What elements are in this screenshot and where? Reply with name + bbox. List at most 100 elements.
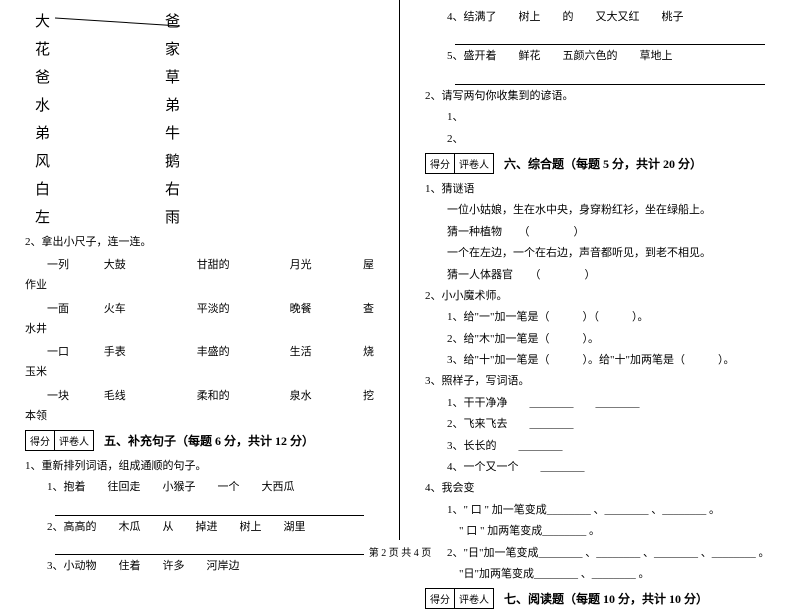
cell: 查 bbox=[363, 300, 374, 316]
right-column: 4、结满了 树上 的 又大又红 桃子 5、盛开着 鲜花 五颜六色的 草地上 2、… bbox=[400, 0, 800, 540]
row-label: 玉米 bbox=[25, 365, 374, 380]
table-row: 一块毛线柔和的泉水挖 bbox=[47, 387, 374, 403]
q6-3-4: 4、一个又一个 ________ bbox=[447, 460, 775, 475]
char-right: 雨 bbox=[165, 206, 180, 227]
section-6-header: 得分 评卷人 六、综合题（每题 5 分，共计 20 分） bbox=[425, 153, 775, 174]
q6-4-2: 2、"日"加一笔变成________ 、________ 、________ 、… bbox=[447, 546, 775, 561]
char-row: 左雨 bbox=[35, 206, 374, 227]
q6-1c: 一个在左边，一个在右边，声音都听见，到老不相见。 bbox=[447, 246, 775, 261]
cell: 月光 bbox=[290, 256, 363, 272]
q6-1d: 猜一人体器官 （ ） bbox=[447, 268, 775, 283]
char-right: 鹅 bbox=[165, 150, 180, 171]
q6-3-2: 2、飞来飞去 ________ bbox=[447, 417, 775, 432]
blank-line bbox=[55, 502, 364, 516]
section-7-title: 七、阅读题（每题 10 分，共计 10 分） bbox=[504, 590, 708, 607]
char-right: 右 bbox=[165, 178, 180, 199]
q6-2-3: 3、给"十"加一笔是（ ）。给"十"加两笔是（ ）。 bbox=[447, 353, 775, 368]
cell: 晚餐 bbox=[290, 300, 363, 316]
char-row: 风鹅 bbox=[35, 150, 374, 171]
grader-label: 评卷人 bbox=[55, 431, 93, 450]
q5-1-2: 2、高高的 木瓜 从 掉进 树上 湖里 bbox=[47, 520, 374, 535]
char-row: 弟牛 bbox=[35, 122, 374, 143]
q2-text: 2、请写两句你收集到的谚语。 bbox=[425, 89, 775, 104]
cell: 手表 bbox=[104, 343, 197, 359]
connect-line bbox=[55, 14, 205, 34]
cell: 生活 bbox=[290, 343, 363, 359]
char-left: 花 bbox=[35, 38, 165, 59]
q6-2: 2、小小魔术师。 bbox=[425, 289, 775, 304]
cell: 柔和的 bbox=[197, 387, 290, 403]
q5-1-text: 1、重新排列词语，组成通顺的句子。 bbox=[25, 459, 374, 474]
char-row: 水弟 bbox=[35, 94, 374, 115]
row-label: 本领 bbox=[25, 409, 374, 424]
score-box: 得分 评卷人 bbox=[25, 430, 94, 451]
char-right: 家 bbox=[165, 38, 180, 59]
row-label: 作业 bbox=[25, 278, 374, 293]
cell: 挖 bbox=[363, 387, 374, 403]
cell: 毛线 bbox=[104, 387, 197, 403]
cell: 一口 bbox=[47, 343, 104, 359]
cell: 一列 bbox=[47, 256, 104, 272]
match-table: 一列大鼓甘甜的月光屋作业一面火车平淡的晚餐查水井一口手表丰盛的生活烧玉米一块毛线… bbox=[25, 256, 374, 424]
section-5-header: 得分 评卷人 五、补充句子（每题 6 分，共计 12 分） bbox=[25, 430, 374, 451]
char-left: 左 bbox=[35, 206, 165, 227]
cell: 泉水 bbox=[290, 387, 363, 403]
q2-2: 2、 bbox=[447, 132, 775, 147]
cell: 大鼓 bbox=[104, 256, 197, 272]
blank-line bbox=[55, 541, 364, 555]
cell: 烧 bbox=[363, 343, 374, 359]
char-left: 白 bbox=[35, 178, 165, 199]
cell: 丰盛的 bbox=[197, 343, 290, 359]
left-column: 大爸花家爸草水弟弟牛风鹅白右左雨 2、拿出小尺子，连一连。 一列大鼓甘甜的月光屋… bbox=[0, 0, 400, 540]
score-box: 得分 评卷人 bbox=[425, 153, 494, 174]
grader-label: 评卷人 bbox=[455, 154, 493, 173]
q6-4-1: 1、" 口 " 加一笔变成________ 、________ 、_______… bbox=[447, 503, 775, 518]
char-left: 风 bbox=[35, 150, 165, 171]
q4-text: 4、结满了 树上 的 又大又红 桃子 bbox=[447, 10, 775, 25]
q5-1-1: 1、抱着 往回走 小猴子 一个 大西瓜 bbox=[47, 480, 374, 495]
char-left: 水 bbox=[35, 94, 165, 115]
section-5-title: 五、补充句子（每题 6 分，共计 12 分） bbox=[104, 432, 314, 449]
section-7-header: 得分 评卷人 七、阅读题（每题 10 分，共计 10 分） bbox=[425, 588, 775, 609]
score-label: 得分 bbox=[26, 431, 55, 450]
q6-3: 3、照样子，写词语。 bbox=[425, 374, 775, 389]
q2-1: 1、 bbox=[447, 110, 775, 125]
table-row: 一列大鼓甘甜的月光屋 bbox=[47, 256, 374, 272]
q6-4: 4、我会变 bbox=[425, 481, 775, 496]
grader-label: 评卷人 bbox=[455, 589, 493, 608]
char-right: 弟 bbox=[165, 94, 180, 115]
char-row: 白右 bbox=[35, 178, 374, 199]
q5-text: 5、盛开着 鲜花 五颜六色的 草地上 bbox=[447, 49, 775, 64]
char-right: 牛 bbox=[165, 122, 180, 143]
section-6-title: 六、综合题（每题 5 分，共计 20 分） bbox=[504, 155, 702, 172]
blank-line bbox=[455, 31, 765, 45]
q6-4-2b: "日"加两笔变成________ 、________ 。 bbox=[459, 567, 775, 582]
row-label: 水井 bbox=[25, 322, 374, 337]
char-row: 花家 bbox=[35, 38, 374, 59]
q6-3-1: 1、干干净净 ________ ________ bbox=[447, 396, 775, 411]
char-row: 爸草 bbox=[35, 66, 374, 87]
cell: 一面 bbox=[47, 300, 104, 316]
q6-1b: 猜一种植物 （ ） bbox=[447, 225, 775, 240]
char-left: 弟 bbox=[35, 122, 165, 143]
cell: 屋 bbox=[363, 256, 374, 272]
q6-4-1b: " 口 " 加两笔变成________ 。 bbox=[459, 524, 775, 539]
char-right: 草 bbox=[165, 66, 180, 87]
q6-2-1: 1、给"一"加一笔是（ ）（ ）。 bbox=[447, 310, 775, 325]
score-label: 得分 bbox=[426, 154, 455, 173]
q6-3-3: 3、长长的 ________ bbox=[447, 439, 775, 454]
q6-1a: 一位小姑娘，生在水中央，身穿粉红衫，坐在绿船上。 bbox=[447, 203, 775, 218]
cell: 一块 bbox=[47, 387, 104, 403]
cell: 甘甜的 bbox=[197, 256, 290, 272]
cell: 火车 bbox=[104, 300, 197, 316]
q2-text: 2、拿出小尺子，连一连。 bbox=[25, 235, 374, 250]
q5-1-3: 3、小动物 住着 许多 河岸边 bbox=[47, 559, 374, 574]
table-row: 一面火车平淡的晚餐查 bbox=[47, 300, 374, 316]
page-container: 大爸花家爸草水弟弟牛风鹅白右左雨 2、拿出小尺子，连一连。 一列大鼓甘甜的月光屋… bbox=[0, 0, 800, 540]
q6-1: 1、猜谜语 bbox=[425, 182, 775, 197]
char-left: 爸 bbox=[35, 66, 165, 87]
q6-2-2: 2、给"木"加一笔是（ ）。 bbox=[447, 332, 775, 347]
cell: 平淡的 bbox=[197, 300, 290, 316]
table-row: 一口手表丰盛的生活烧 bbox=[47, 343, 374, 359]
score-box: 得分 评卷人 bbox=[425, 588, 494, 609]
